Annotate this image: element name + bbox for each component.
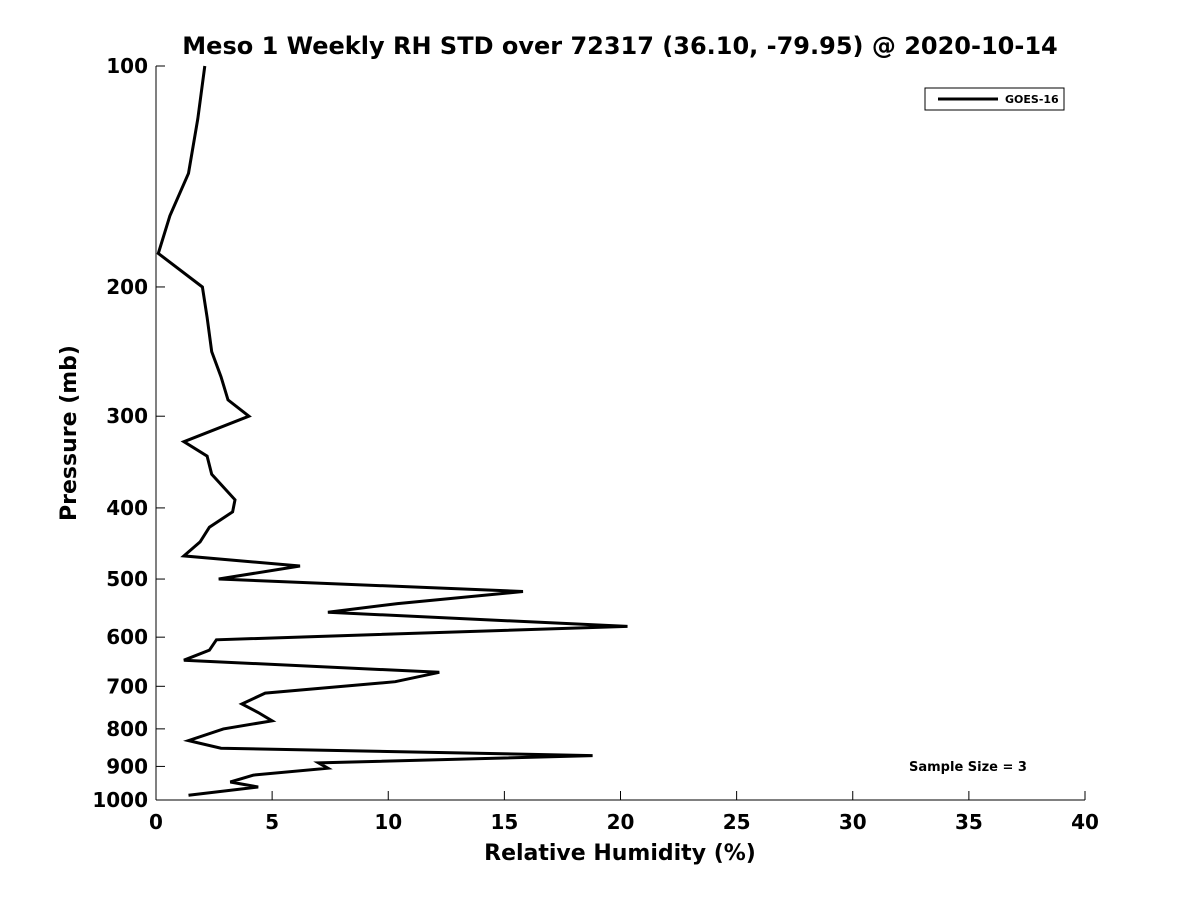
- x-tick-label: 30: [839, 810, 867, 834]
- y-ticks: 100 200 300 400 500 600 700 800 900 1000: [92, 54, 165, 812]
- y-tick-label: 200: [106, 275, 148, 299]
- x-tick-label: 15: [490, 810, 518, 834]
- series-line-goes-16: [156, 65, 628, 797]
- y-tick-label: 400: [106, 496, 148, 520]
- chart-title: Meso 1 Weekly RH STD over 72317 (36.10, …: [182, 32, 1057, 60]
- legend-entry: GOES-16: [1005, 93, 1059, 106]
- x-tick-label: 25: [723, 810, 751, 834]
- legend: GOES-16: [924, 87, 1065, 111]
- x-tick-label: 10: [374, 810, 402, 834]
- y-tick-label: 500: [106, 567, 148, 591]
- x-tick-label: 35: [955, 810, 983, 834]
- y-tick-label: 800: [106, 717, 148, 741]
- y-tick-label: 1000: [92, 788, 148, 812]
- x-tick-label: 20: [607, 810, 635, 834]
- x-tick-label: 5: [265, 810, 279, 834]
- y-axis-label: Pressure (mb): [57, 345, 82, 521]
- y-tick-label: 100: [106, 54, 148, 78]
- sample-size-annotation: Sample Size = 3: [909, 760, 1027, 775]
- x-axis-label: Relative Humidity (%): [484, 841, 756, 866]
- y-tick-label: 300: [106, 404, 148, 428]
- y-tick-label: 900: [106, 754, 148, 778]
- y-tick-label: 600: [106, 625, 148, 649]
- x-tick-label: 40: [1071, 810, 1099, 834]
- x-tick-label: 0: [149, 810, 163, 834]
- y-tick-label: 700: [106, 674, 148, 698]
- plot-area: 0 5 10 15 20 25 30 35 40 100 200 300 400 500 600 700 80…: [92, 54, 1099, 834]
- x-ticks: 0 5 10 15 20 25 30 35 40: [149, 791, 1099, 834]
